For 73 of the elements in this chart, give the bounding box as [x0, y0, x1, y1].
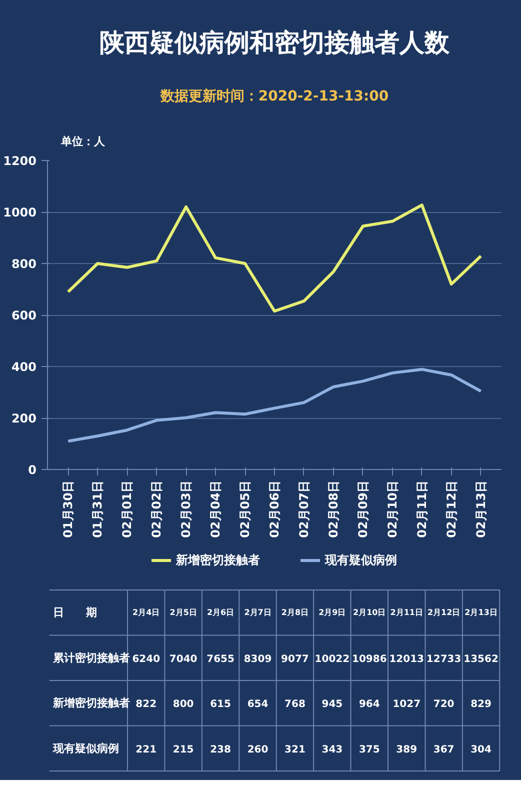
data-label: 260: [247, 744, 268, 756]
x-tick-label: 02月13日: [474, 480, 488, 538]
category-label: 2月12日: [427, 608, 460, 618]
data-label: 829: [470, 699, 492, 710]
y-axis-title: 单位：人: [60, 135, 106, 148]
category-label: 2月4日: [132, 608, 160, 618]
chart-subtitle: 数据更新时间：2020-2-13-13:00: [159, 88, 389, 104]
data-label: 7655: [206, 654, 234, 665]
data-label: 822: [136, 699, 157, 710]
data-label: 10986: [352, 654, 387, 665]
y-tick-label: 400: [11, 360, 37, 374]
data-label: 6240: [132, 654, 160, 665]
category-label: 2月5日: [170, 608, 197, 618]
data-label: 375: [358, 744, 380, 756]
x-tick-label: 02月02日: [150, 480, 164, 538]
x-tick-label: 02月11日: [414, 480, 429, 538]
category-label: 2月6日: [206, 608, 234, 618]
data-label: 389: [396, 744, 418, 756]
data-label: 945: [322, 699, 343, 710]
data-label: 12013: [389, 654, 424, 665]
legend-label: 新增密切接触者: [176, 552, 260, 568]
data-label: 343: [322, 744, 343, 756]
x-tick-label: 02月03日: [179, 480, 194, 538]
data-label: 720: [433, 699, 454, 710]
category-label: 2月13日: [464, 608, 498, 618]
data-label: 8309: [244, 654, 272, 665]
data-label: 10022: [314, 654, 350, 665]
x-tick-label: 02月04日: [208, 480, 223, 538]
x-tick-label: 02月06日: [268, 480, 282, 538]
line-series: [66, 204, 482, 313]
x-tick-label: 02月07日: [296, 480, 311, 538]
y-tick-label: 600: [11, 308, 37, 322]
data-label: 964: [358, 699, 380, 710]
category-label: 2月9日: [318, 608, 346, 618]
x-tick-label: 01月31日: [90, 480, 105, 538]
data-label: 768: [284, 699, 306, 710]
legend-label: 现有疑似病例: [325, 552, 397, 568]
y-tick-label: 200: [11, 412, 37, 426]
category-label: 2月10日: [353, 608, 386, 618]
data-label: 800: [172, 699, 194, 710]
y-tick-label: 0: [28, 463, 37, 477]
text: 日 期: [53, 606, 98, 620]
x-tick-label: 02月10日: [385, 480, 400, 538]
x-tick-label: 01月30日: [61, 480, 76, 538]
y-tick-label: 1000: [3, 206, 37, 220]
data-label: 321: [284, 744, 306, 756]
data-label: 238: [210, 744, 232, 756]
data-label: 367: [433, 744, 454, 756]
data-label: 13562: [464, 654, 498, 665]
data-label: 304: [470, 744, 492, 756]
x-tick-label: 02月05日: [238, 480, 252, 538]
data-label: 654: [247, 699, 268, 710]
data-label: 7040: [169, 654, 198, 665]
data-label: 1027: [392, 699, 421, 710]
x-tick-label: 02月08日: [326, 480, 340, 538]
y-tick-label: 800: [11, 257, 37, 271]
text: 累计密切接触者: [52, 651, 130, 664]
category-label: 2月11日: [390, 608, 423, 618]
chart-title: 陕西疑似病例和密切接触者人数: [100, 28, 450, 57]
category-label: 2月8日: [281, 608, 309, 618]
line-series: [66, 368, 482, 443]
text: 新增密切接触者: [52, 696, 130, 710]
y-tick-label: 1200: [3, 154, 37, 168]
category-label: 2月7日: [244, 608, 272, 618]
data-label: 215: [172, 744, 194, 756]
data-label: 221: [136, 744, 157, 756]
text: 现有疑似病例: [52, 742, 120, 755]
data-label: 12733: [426, 654, 462, 665]
x-tick-label: 02月12日: [444, 480, 458, 538]
x-tick-label: 02月09日: [356, 480, 370, 538]
data-label: 9077: [281, 654, 309, 665]
data-label: 615: [210, 699, 232, 710]
x-tick-label: 02月01日: [120, 480, 134, 538]
